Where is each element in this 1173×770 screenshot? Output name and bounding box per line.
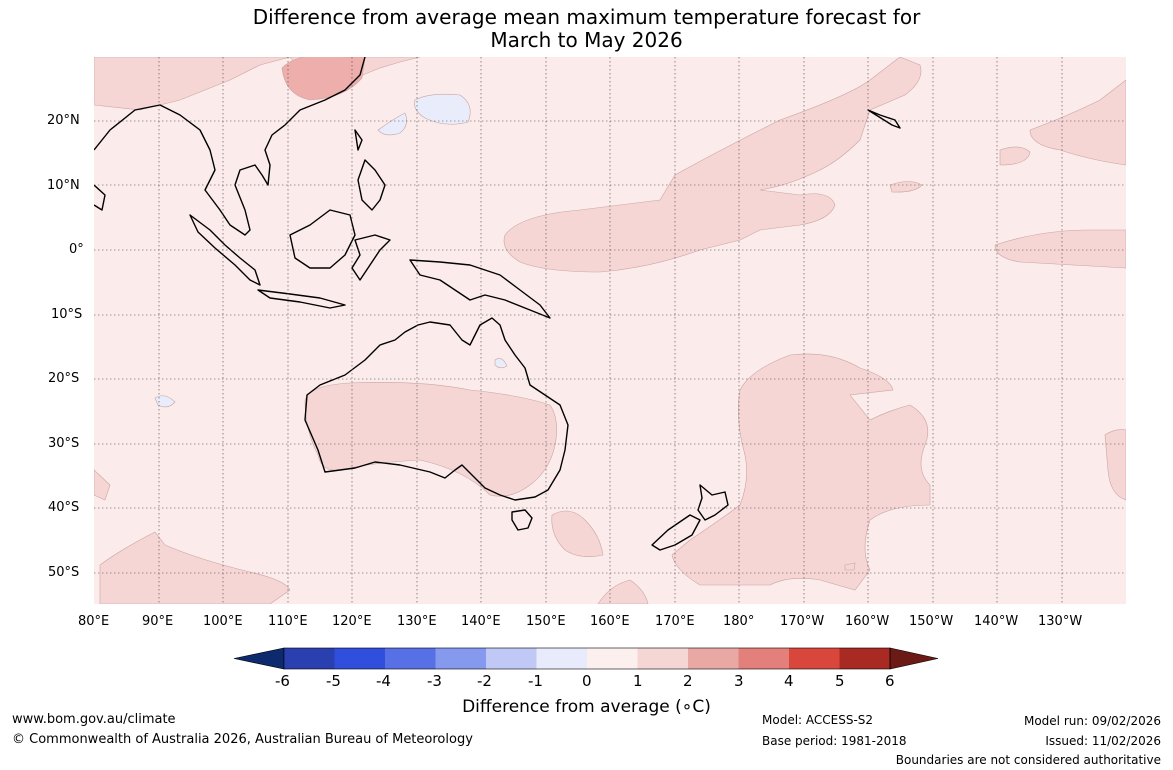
lat-tick-label: 0° [69, 242, 84, 257]
lat-tick-label: 30°S [48, 436, 80, 451]
colorbar-segment [587, 648, 638, 669]
lat-tick-label: 20°N [47, 113, 80, 128]
lon-tick-label: 140°W [974, 614, 1019, 629]
coastline-japan-taiwan [354, 109, 901, 151]
anomaly-area-warm [94, 429, 1126, 557]
coastline-tasmania [511, 509, 533, 531]
coastline-new-zealand [651, 484, 729, 551]
lat-tick-label: 50°S [48, 565, 80, 580]
colorbar-tick-label: -5 [326, 672, 341, 690]
chart-title-line2: March to May 2026 [490, 28, 683, 52]
colorbar-segment [637, 648, 688, 669]
lat-tick-label: 10°S [51, 307, 83, 322]
colorbar-tick-label: 5 [835, 672, 845, 690]
colorbar-tick-label: 6 [885, 672, 895, 690]
colorbar-tick-label: 4 [784, 672, 794, 690]
coastline-sumatra [189, 214, 261, 286]
lon-tick-label: 160°E [590, 614, 630, 629]
lon-tick-label: 160°W [845, 614, 890, 629]
colorbar-tick-label: -4 [376, 672, 391, 690]
lat-tick-label: 20°S [48, 371, 80, 386]
lon-tick-label: 130°W [1038, 614, 1083, 629]
lon-tick-label: 180° [723, 614, 755, 629]
colorbar-segment [435, 648, 486, 669]
footer-base-period: Base period: 1981-2018 [762, 734, 907, 748]
footer-url: www.bom.gov.au/climate [12, 712, 176, 727]
lon-tick-label: 130°E [397, 614, 437, 629]
colorbar-tick-label: 3 [734, 672, 744, 690]
footer-copyright: © Commonwealth of Australia 2026, Austra… [12, 732, 473, 747]
colorbar-segment [536, 648, 587, 669]
colorbar-extend-low [233, 647, 285, 670]
colorbar-segment [839, 648, 890, 669]
colorbar-segment [738, 648, 789, 669]
anomaly-area-warm [503, 57, 922, 273]
lon-tick-label: 150°W [909, 614, 954, 629]
anomaly-area-warm [99, 531, 856, 604]
colorbar-segment [284, 648, 335, 669]
coastline-asia-mainland [94, 57, 366, 236]
lon-tick-label: 110°E [268, 614, 308, 629]
anomaly-area-cool [154, 93, 508, 408]
lon-tick-label: 170°W [780, 614, 825, 629]
lat-tick-label: 10°N [47, 178, 80, 193]
coastline-sulawesi [351, 234, 391, 281]
lat-tick-label: 40°S [48, 500, 80, 515]
anomaly-area-warm [889, 79, 1126, 269]
anomaly-area-warm [671, 353, 931, 591]
colorbar-tick-label: -1 [528, 672, 543, 690]
colorbar-tick-label: 1 [633, 672, 643, 690]
lon-tick-label: 80°E [78, 614, 110, 629]
colorbar-segment [334, 648, 385, 669]
coastline-new-guinea [409, 259, 551, 319]
colorbar-tick-label: -2 [477, 672, 492, 690]
anomaly-area-warmer [281, 57, 366, 101]
colorbar-segment [486, 648, 537, 669]
lon-tick-label: 120°E [332, 614, 372, 629]
lon-tick-label: 100°E [203, 614, 243, 629]
footer-issued: Issued: 11/02/2026 [1045, 734, 1161, 748]
colorbar-tick-label: -3 [427, 672, 442, 690]
chart-title-line1: Difference from average mean maximum tem… [252, 5, 921, 29]
colorbar-tick-label: 2 [683, 672, 693, 690]
colorbar-segment [789, 648, 840, 669]
coastline-india [94, 184, 106, 211]
coastline-java [257, 289, 346, 309]
lon-tick-label: 140°E [461, 614, 501, 629]
lon-tick-label: 90°E [142, 614, 174, 629]
colorbar-extend-high [889, 647, 939, 670]
coastline-philippines [357, 159, 386, 211]
coastline-australia [304, 317, 569, 501]
footer-disclaimer: Boundaries are not considered authoritat… [895, 753, 1161, 767]
colorbar-segment [385, 648, 436, 669]
colorbar-tick-label: -6 [275, 672, 290, 690]
footer-model: Model: ACCESS-S2 [762, 713, 874, 727]
footer-model-run: Model run: 09/02/2026 [1023, 714, 1161, 728]
lon-tick-label: 150°E [526, 614, 566, 629]
lon-tick-label: 170°E [655, 614, 695, 629]
colorbar-tick-label: 0 [582, 672, 592, 690]
colorbar [233, 647, 939, 670]
coastline-borneo [289, 209, 356, 269]
colorbar-segment [688, 648, 739, 669]
colorbar-title: Difference from average (∘C) [462, 697, 711, 717]
